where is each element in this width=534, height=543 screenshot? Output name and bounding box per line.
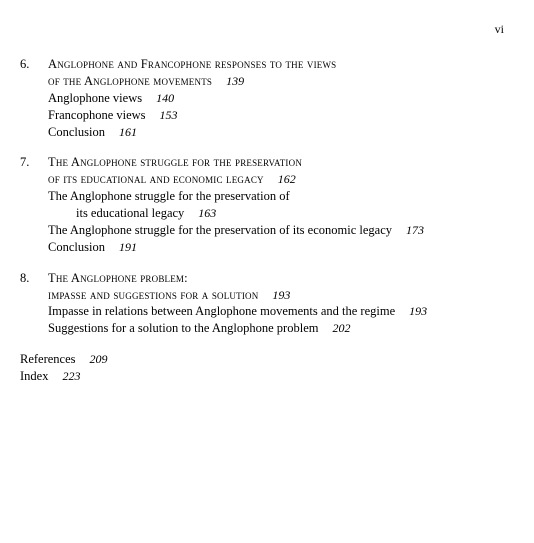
page-number: vi: [495, 22, 504, 37]
toc-backmatter: References209 Index223: [20, 351, 514, 385]
chapter-title-line: Anglophone and Francophone responses to …: [48, 57, 336, 71]
page-ref: 193: [395, 304, 427, 318]
backmatter-label: References: [20, 351, 76, 368]
chapter-number: 8.: [20, 270, 48, 287]
toc-sub-label: The Anglophone struggle for the preserva…: [48, 189, 290, 203]
toc-sub-label: Impasse in relations between Anglophone …: [48, 304, 395, 318]
chapter-number: 6.: [20, 56, 48, 73]
toc-sub-label: Suggestions for a solution to the Anglop…: [48, 321, 318, 335]
chapter-title-line: of the Anglophone movements: [48, 74, 212, 88]
chapter-title-line: of its educational and economic legacy: [48, 172, 264, 186]
toc-chapter: 8. The Anglophone problem: impasse and s…: [20, 270, 514, 338]
chapter-title-line: impasse and suggestions for a solution: [48, 288, 258, 302]
page-ref: 193: [258, 288, 290, 302]
toc-sub-label: The Anglophone struggle for the preserva…: [48, 223, 392, 237]
page-ref: 153: [146, 108, 178, 122]
chapter-title-line: The Anglophone struggle for the preserva…: [48, 155, 302, 169]
toc-chapter: 6. Anglophone and Francophone responses …: [20, 56, 514, 140]
toc-page: vi 6. Anglophone and Francophone respons…: [0, 0, 534, 543]
page-ref: 173: [392, 223, 424, 237]
page-ref: 163: [184, 206, 216, 220]
toc-sub-label: Francophone views: [48, 108, 146, 122]
toc-sub-label: Conclusion: [48, 240, 105, 254]
page-ref: 139: [212, 74, 244, 88]
chapter-number: 7.: [20, 154, 48, 171]
page-ref: 223: [48, 368, 80, 384]
toc-sub-label: Conclusion: [48, 125, 105, 139]
page-ref: 191: [105, 240, 137, 254]
page-ref: 140: [142, 91, 174, 105]
toc-sub-label-cont: its educational legacy: [76, 206, 184, 220]
backmatter-label: Index: [20, 368, 48, 385]
page-ref: 161: [105, 125, 137, 139]
toc-content: 6. Anglophone and Francophone responses …: [20, 56, 514, 385]
page-ref: 209: [76, 351, 108, 367]
chapter-title-line: The Anglophone problem:: [48, 271, 188, 285]
page-ref: 162: [264, 172, 296, 186]
page-ref: 202: [318, 321, 350, 335]
toc-sub-label: Anglophone views: [48, 91, 142, 105]
toc-chapter: 7. The Anglophone struggle for the prese…: [20, 154, 514, 255]
